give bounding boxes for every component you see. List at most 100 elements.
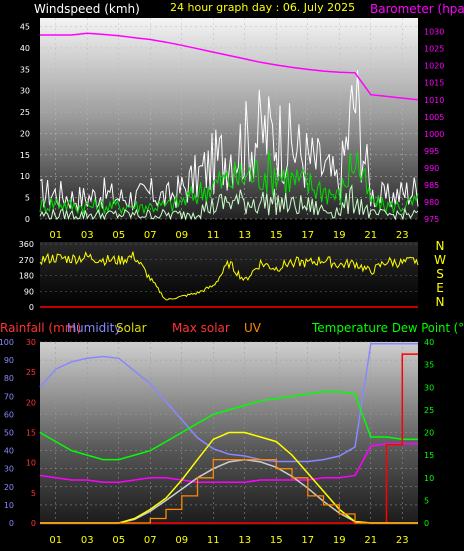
rainfall-tick: 15 (26, 429, 36, 438)
compass-letter: W (434, 253, 446, 267)
climate-x-tick: 23 (396, 535, 409, 546)
temperature-line (39, 391, 418, 461)
wind-gridlines (40, 18, 418, 220)
barometer-line (40, 32, 419, 101)
climate-x-tick: 07 (144, 535, 157, 546)
temperature-tick: 15 (424, 451, 434, 460)
humidity-tick: 100 (0, 338, 14, 347)
barometer-tick: 1015 (424, 79, 444, 88)
barometer-tick: 1005 (424, 113, 444, 122)
temperature-tick: 35 (424, 361, 434, 370)
uv-axis-label: UV (244, 321, 262, 335)
speed-line (39, 151, 419, 215)
windspeed-tick: 40 (20, 44, 30, 53)
direction-tick: 90 (24, 287, 34, 296)
gust-line (39, 70, 419, 212)
compass-letter: E (436, 281, 444, 295)
humidity-tick: 0 (9, 519, 14, 528)
direction-panel-bg (40, 242, 418, 308)
climate-series (39, 343, 418, 524)
rainfall-axis-label: Rainfall (mm) (0, 321, 81, 335)
rainfall-tick: 0 (31, 519, 36, 528)
wind-x-tick: 07 (144, 230, 157, 241)
temperature-tick: 40 (424, 338, 434, 347)
barometer-tick: 1025 (424, 45, 444, 54)
dew-point-axis-label: Dew Point (° (392, 321, 464, 335)
windspeed-tick: 25 (20, 108, 30, 117)
compass-letter: N (436, 239, 445, 253)
humidity-tick: 30 (4, 465, 14, 474)
windspeed-tick: 10 (20, 172, 30, 181)
temperature-axis-label: Temperature (311, 321, 388, 335)
windspeed-tick: 30 (20, 87, 30, 96)
compass-letter: N (436, 295, 445, 309)
humidity-tick: 70 (4, 392, 14, 401)
temperature-tick: 5 (424, 496, 429, 505)
climate-x-tick: 11 (207, 535, 220, 546)
windspeed-tick: 35 (20, 65, 30, 74)
wind-x-tick: 17 (301, 230, 314, 241)
barometer-tick: 1020 (424, 62, 444, 71)
humidity-axis-label: Humidity (67, 321, 121, 335)
barometer-tick: 1010 (424, 96, 444, 105)
windspeed-tick: 45 (20, 23, 30, 32)
wind-x-tick: 11 (207, 230, 220, 241)
barometer-tick-labels: 975 980 985 990 995 1000 1005 1010 1015 1020 1025 1… (424, 28, 444, 224)
direction-series (39, 251, 419, 308)
wind-x-tick-labels: 01 03 05 07 09 11 13 15 17 19 21 23 (49, 230, 408, 241)
wind-x-tick: 19 (333, 230, 346, 241)
direction-tick: 360 (19, 240, 34, 249)
climate-x-tick: 15 (270, 535, 283, 546)
humidity-tick-labels: 0 10 20 30 40 50 60 70 80 90 100 (0, 338, 14, 528)
solar-axis-label: Solar (116, 321, 147, 335)
climate-x-tick: 03 (81, 535, 94, 546)
windspeed-axis-label: Windspeed (kmh) (34, 2, 140, 16)
humidity-tick: 10 (4, 501, 14, 510)
rainfall-tick: 30 (26, 338, 36, 347)
temperature-tick: 30 (424, 383, 434, 392)
climate-panel-bg (40, 342, 418, 525)
wind-x-tick: 05 (112, 230, 125, 241)
direction-tick: 270 (19, 256, 34, 265)
rainfall-tick: 10 (26, 459, 36, 468)
wind-x-tick: 23 (396, 230, 409, 241)
windspeed-tick: 15 (20, 151, 30, 160)
temperature-tick: 20 (424, 429, 434, 438)
climate-x-tick: 21 (364, 535, 377, 546)
climate-x-tick: 17 (301, 535, 314, 546)
rainfall-tick-labels: 0 5 10 15 20 25 30 (26, 338, 36, 528)
humidity-tick: 80 (4, 374, 14, 383)
compass-letter: S (436, 267, 444, 281)
max-solar-axis-label: Max solar (172, 321, 230, 335)
humidity-tick: 20 (4, 483, 14, 492)
barometer-tick: 1030 (424, 28, 444, 37)
humidity-tick: 50 (4, 429, 14, 438)
climate-x-tick: 09 (175, 535, 188, 546)
temperature-tick: 25 (424, 406, 434, 415)
uv-line (40, 458, 418, 524)
humidity-tick: 60 (4, 410, 14, 419)
humidity-line (39, 343, 418, 463)
wind-series (39, 32, 419, 221)
average-line (39, 184, 419, 221)
climate-x-tick: 05 (112, 535, 125, 546)
climate-x-tick: 01 (49, 535, 62, 546)
humidity-tick: 40 (4, 447, 14, 456)
direction-tick-labels: 0 90 180 270 360 (19, 240, 34, 312)
barometer-tick: 990 (424, 164, 439, 173)
barometer-tick: 995 (424, 147, 439, 156)
temperature-tick-labels: 0 5 10 15 20 25 30 35 40 (424, 338, 434, 528)
barometer-axis-label: Barometer (hpa) (370, 2, 464, 16)
barometer-tick: 980 (424, 198, 439, 207)
climate-x-tick: 19 (333, 535, 346, 546)
wind-x-tick: 21 (364, 230, 377, 241)
wind-x-tick: 15 (270, 230, 283, 241)
climate-x-tick-labels: 01 03 05 07 09 11 13 15 17 19 21 23 (49, 535, 408, 546)
windspeed-tick: 5 (25, 194, 30, 203)
wind-x-tick: 13 (238, 230, 251, 241)
rainfall-tick: 20 (26, 398, 36, 407)
wind-x-tick: 01 (49, 230, 62, 241)
direction-tick: 180 (19, 272, 34, 281)
